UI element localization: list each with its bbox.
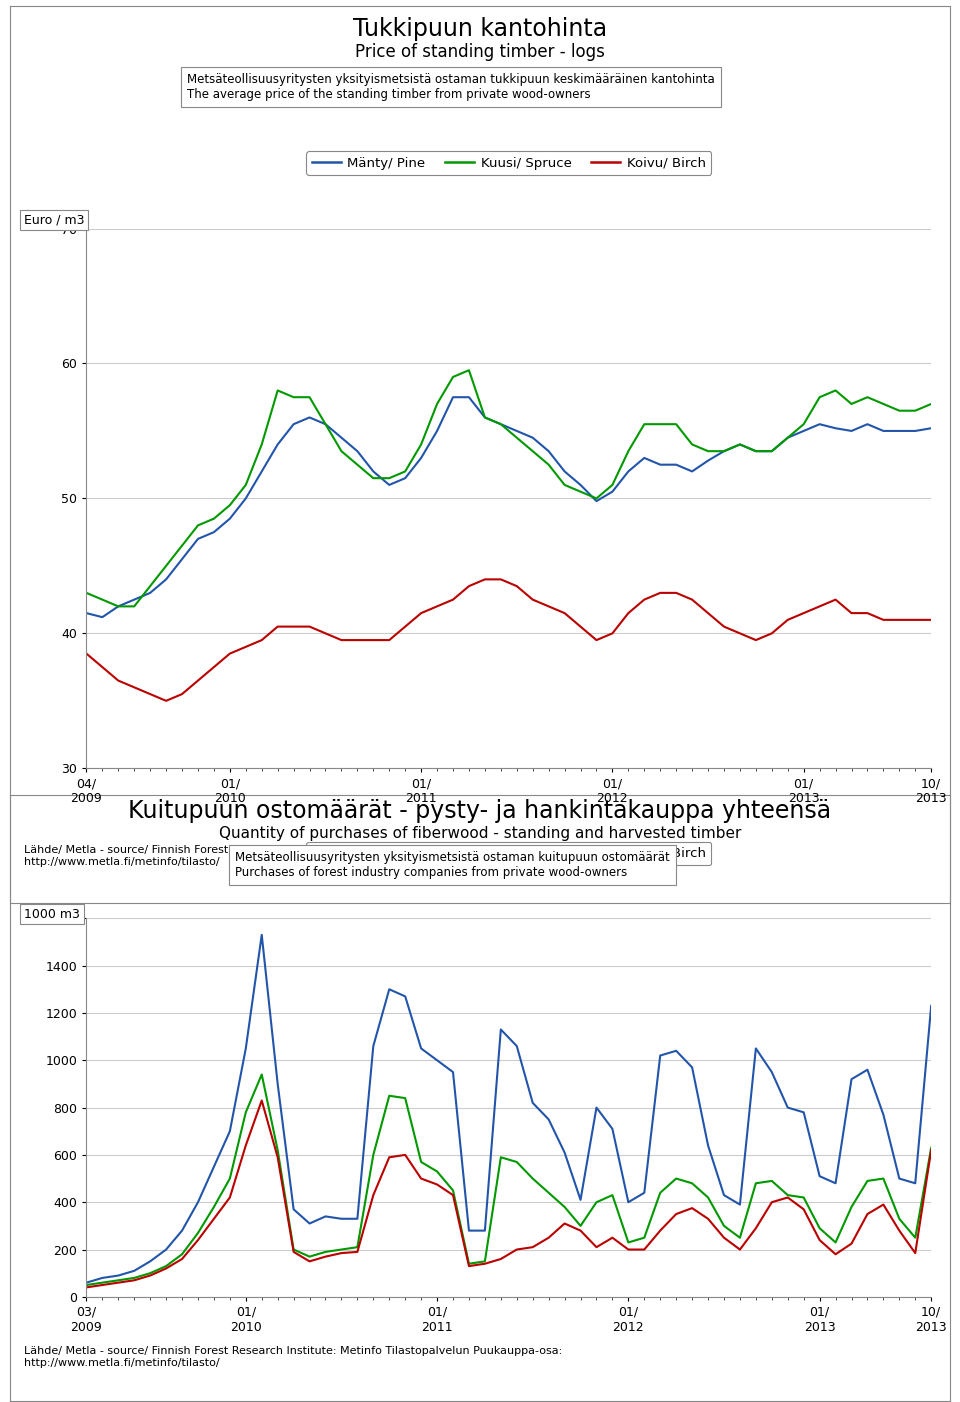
Text: Quantity of purchases of fiberwood - standing and harvested timber: Quantity of purchases of fiberwood - sta… <box>219 826 741 841</box>
Text: Kuitupuun ostomäärät - pysty- ja hankintakauppa yhteensä: Kuitupuun ostomäärät - pysty- ja hankint… <box>129 799 831 823</box>
Legend: Mänty/ Pine, Kuusi/ Spruce, Koivu/ Birch: Mänty/ Pine, Kuusi/ Spruce, Koivu/ Birch <box>306 841 711 865</box>
Text: Price of standing timber - logs: Price of standing timber - logs <box>355 43 605 62</box>
Text: Metsäteollisuusyritysten yksityismetsistä ostaman kuitupuun ostomäärät
Purchases: Metsäteollisuusyritysten yksityismetsist… <box>235 851 670 879</box>
Text: Metsäteollisuusyritysten yksityismetsistä ostaman tukkipuun keskimääräinen kanto: Metsäteollisuusyritysten yksityismetsist… <box>187 73 715 101</box>
Text: Tukkipuun kantohinta: Tukkipuun kantohinta <box>353 17 607 41</box>
Text: Euro / m3: Euro / m3 <box>24 213 84 227</box>
Text: Lähde/ Metla - source/ Finnish Forest Research Institute: Metinfo Tilastopalvelu: Lähde/ Metla - source/ Finnish Forest Re… <box>24 845 563 866</box>
Text: Lähde/ Metla - source/ Finnish Forest Research Institute: Metinfo Tilastopalvelu: Lähde/ Metla - source/ Finnish Forest Re… <box>24 1346 563 1367</box>
Text: 1000 m3: 1000 m3 <box>24 907 80 921</box>
Legend: Mänty/ Pine, Kuusi/ Spruce, Koivu/ Birch: Mänty/ Pine, Kuusi/ Spruce, Koivu/ Birch <box>306 151 711 175</box>
